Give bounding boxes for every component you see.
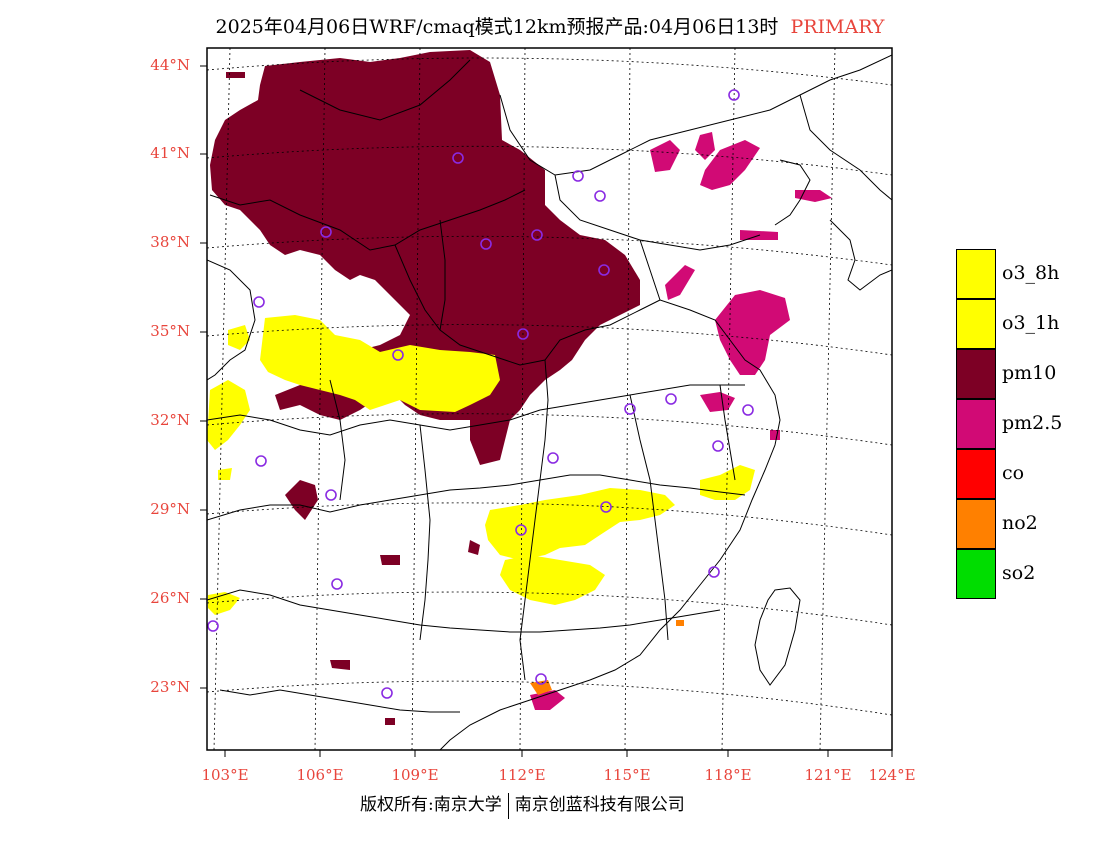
lat-label-41: 41°N <box>150 144 190 162</box>
legend-swatch <box>956 499 996 549</box>
copyright-left: 版权所有:南京大学 <box>360 795 502 815</box>
copyright-footer: 版权所有:南京大学 南京创蓝科技有限公司 <box>360 790 685 819</box>
legend-label: co <box>1002 462 1025 484</box>
lon-label-118: 118°E <box>704 766 752 784</box>
legend-label: so2 <box>1002 562 1036 584</box>
lat-label-44: 44°N <box>150 56 190 74</box>
graticule <box>207 48 892 750</box>
lat-label-23: 23°N <box>150 678 190 696</box>
boundary-lines <box>207 54 892 750</box>
copyright-right: 南京创蓝科技有限公司 <box>514 795 685 815</box>
axis-ticks <box>200 65 893 757</box>
legend-label: o3_8h <box>1002 262 1060 284</box>
legend-label: pm10 <box>1002 362 1057 384</box>
lon-label-124: 124°E <box>868 766 916 784</box>
title-text: 2025年04月06日WRF/cmaq模式12km预报产品:04月06日13时 <box>215 16 779 38</box>
legend-swatch <box>956 299 996 349</box>
legend-label: pm2.5 <box>1002 412 1063 434</box>
lon-label-106: 106°E <box>296 766 344 784</box>
map-frame <box>206 47 893 751</box>
legend-item-pm2-5: pm2.5 <box>956 399 1084 449</box>
lat-label-26: 26°N <box>150 589 190 607</box>
map-title: 2025年04月06日WRF/cmaq模式12km预报产品:04月06日13时 P… <box>0 12 1100 39</box>
legend-label: no2 <box>1002 512 1038 534</box>
legend-swatch <box>956 549 996 599</box>
legend-swatch <box>956 349 996 399</box>
legend-swatch <box>956 249 996 299</box>
lon-label-103: 103°E <box>201 766 249 784</box>
legend-item-pm10: pm10 <box>956 349 1084 399</box>
lon-label-121: 121°E <box>804 766 852 784</box>
lat-label-35: 35°N <box>150 322 190 340</box>
legend-swatch <box>956 399 996 449</box>
legend-swatch <box>956 449 996 499</box>
lon-label-109: 109°E <box>391 766 439 784</box>
legend-item-no2: no2 <box>956 499 1084 549</box>
legend-item-o3-8h: o3_8h <box>956 249 1084 299</box>
footer-divider <box>507 792 509 819</box>
lat-label-38: 38°N <box>150 233 190 251</box>
title-primary-tag: PRIMARY <box>790 16 885 38</box>
lat-label-32: 32°N <box>150 411 190 429</box>
legend-item-o3-1h: o3_1h <box>956 299 1084 349</box>
station-markers <box>207 89 754 699</box>
legend-label: o3_1h <box>1002 312 1060 334</box>
legend-item-so2: so2 <box>956 549 1084 599</box>
pm10-region <box>210 50 640 725</box>
legend-item-co: co <box>956 449 1084 499</box>
pm25-region <box>530 132 832 710</box>
no2-region <box>530 620 684 695</box>
o3-region <box>207 315 755 615</box>
lat-label-29: 29°N <box>150 500 190 518</box>
lon-label-115: 115°E <box>603 766 651 784</box>
lon-label-112: 112°E <box>498 766 546 784</box>
